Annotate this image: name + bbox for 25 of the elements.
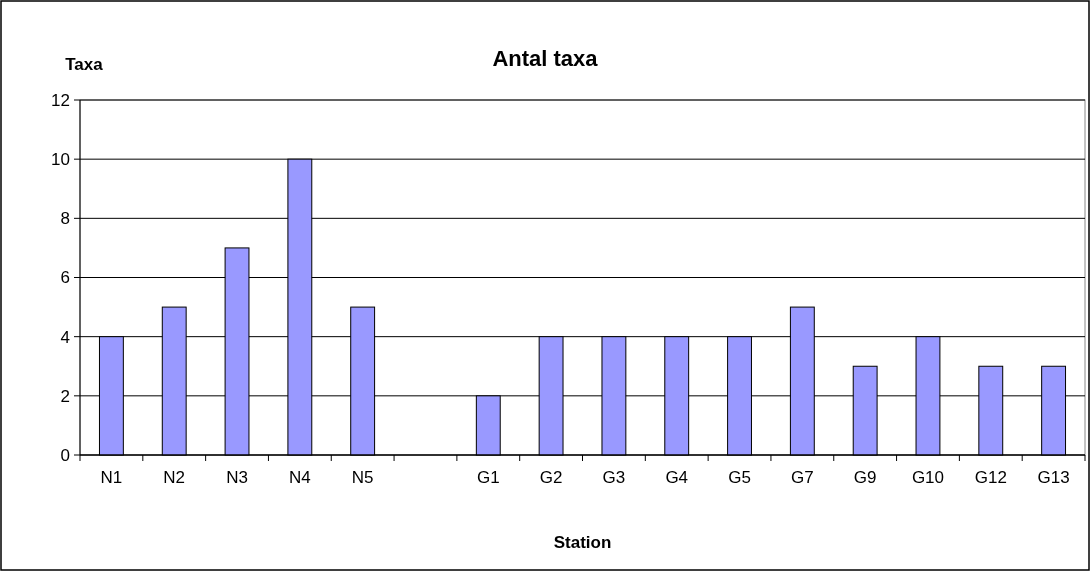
x-tick-label: G12 — [974, 468, 1007, 487]
x-tick-label: G4 — [665, 468, 689, 487]
x-tick-label: G5 — [728, 468, 751, 487]
y-tick-label: 10 — [51, 150, 70, 170]
x-tick-label: G3 — [602, 468, 626, 487]
x-axis-title: Station — [553, 533, 612, 552]
y-tick-label: 2 — [60, 386, 70, 406]
y-tick-label: 8 — [60, 209, 70, 229]
y-tick-label: 4 — [60, 327, 70, 347]
y-axis-title: Taxa — [65, 55, 104, 74]
x-tick-label: N3 — [226, 468, 248, 487]
x-tick-label: N2 — [163, 468, 186, 487]
x-tick-label: G9 — [853, 468, 877, 487]
x-tick-label: G1 — [476, 468, 500, 487]
x-tick-label: G13 — [1037, 468, 1070, 487]
x-tick-label: G10 — [911, 468, 945, 487]
x-tick-label: G2 — [539, 468, 563, 487]
x-tick-label: N4 — [288, 468, 311, 487]
chart-title: Antal taxa — [492, 46, 599, 71]
x-tick-label: N1 — [100, 468, 123, 487]
x-tick-label: N5 — [351, 468, 374, 487]
y-tick-label: 0 — [60, 445, 70, 465]
y-tick-label: 6 — [60, 268, 70, 288]
x-tick-label: G7 — [791, 468, 814, 487]
y-tick-label: 12 — [51, 90, 70, 110]
